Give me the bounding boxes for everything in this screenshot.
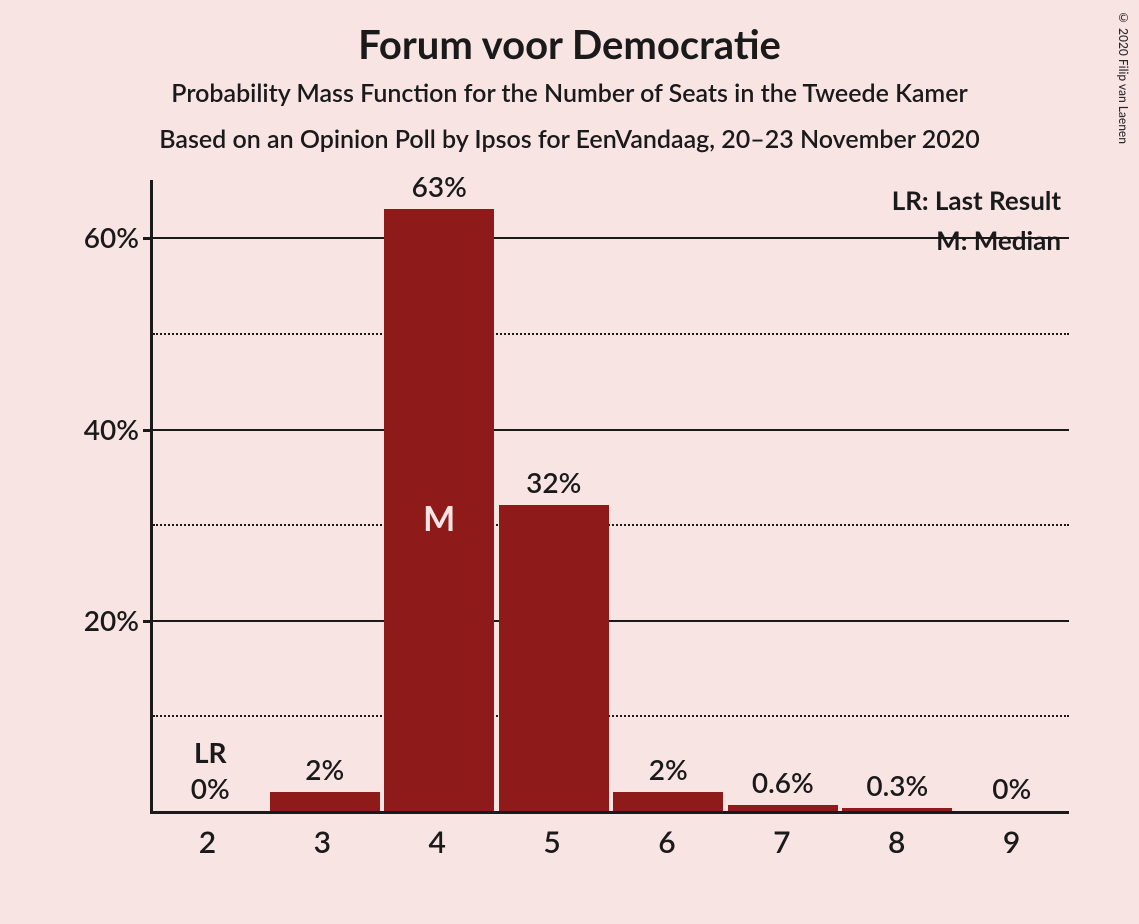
- bar-value-label: 2%: [649, 752, 688, 786]
- x-tick-label: 6: [610, 814, 725, 864]
- y-tick-label: 40%: [84, 412, 139, 446]
- bar: 0.6%: [728, 805, 838, 811]
- bar-value-label: 0%: [992, 771, 1031, 805]
- bar-value-label: 63%: [412, 169, 467, 203]
- bar: 32%: [499, 505, 609, 811]
- chart-area: LR: Last Result M: Median 0%LR2%63%M32%2…: [60, 180, 1079, 864]
- lr-annotation: LR: [194, 735, 227, 769]
- x-tick-label: 3: [265, 814, 380, 864]
- bar: 63%M: [384, 209, 494, 811]
- x-axis-labels: 23456789: [150, 814, 1069, 864]
- bar-value-label: 2%: [305, 752, 344, 786]
- bar-slot: 0.6%: [726, 180, 841, 811]
- chart-titles: Forum voor Democratie Probability Mass F…: [0, 0, 1139, 154]
- bar-slot: 63%M: [382, 180, 497, 811]
- bar-value-label: 0.3%: [866, 768, 928, 802]
- chart-title: Forum voor Democratie: [0, 20, 1139, 68]
- x-tick-label: 9: [954, 814, 1069, 864]
- bar-value-label: 0%: [191, 771, 230, 805]
- copyright-text: © 2020 Filip van Laenen: [1116, 10, 1131, 144]
- y-tick-label: 60%: [84, 220, 139, 254]
- bar-slot: 2%: [268, 180, 383, 811]
- plot-area: LR: Last Result M: Median 0%LR2%63%M32%2…: [150, 180, 1069, 814]
- x-tick-label: 7: [724, 814, 839, 864]
- bar: 2%: [270, 792, 380, 811]
- y-tick-mark: [143, 620, 153, 623]
- y-tick-label: 20%: [84, 603, 139, 637]
- bar-value-label: 32%: [526, 465, 581, 499]
- x-tick-label: 8: [839, 814, 954, 864]
- bar-value-label: 0.6%: [752, 765, 814, 799]
- chart-subtitle-2: Based on an Opinion Poll by Ipsos for Ee…: [0, 124, 1139, 154]
- bar-slot: 32%: [497, 180, 612, 811]
- bar: 0.3%: [842, 808, 952, 811]
- bar-slot: 0.3%: [840, 180, 955, 811]
- x-tick-label: 2: [150, 814, 265, 864]
- bar-slot: 2%: [611, 180, 726, 811]
- y-tick-mark: [143, 237, 153, 240]
- bar-slot: 0%LR: [153, 180, 268, 811]
- bars-container: 0%LR2%63%M32%2%0.6%0.3%0%: [153, 180, 1069, 811]
- median-annotation: M: [423, 498, 455, 539]
- chart-subtitle-1: Probability Mass Function for the Number…: [0, 78, 1139, 108]
- bar: 2%: [613, 792, 723, 811]
- x-tick-label: 5: [495, 814, 610, 864]
- bar-slot: 0%: [955, 180, 1070, 811]
- y-tick-mark: [143, 429, 153, 432]
- x-tick-label: 4: [380, 814, 495, 864]
